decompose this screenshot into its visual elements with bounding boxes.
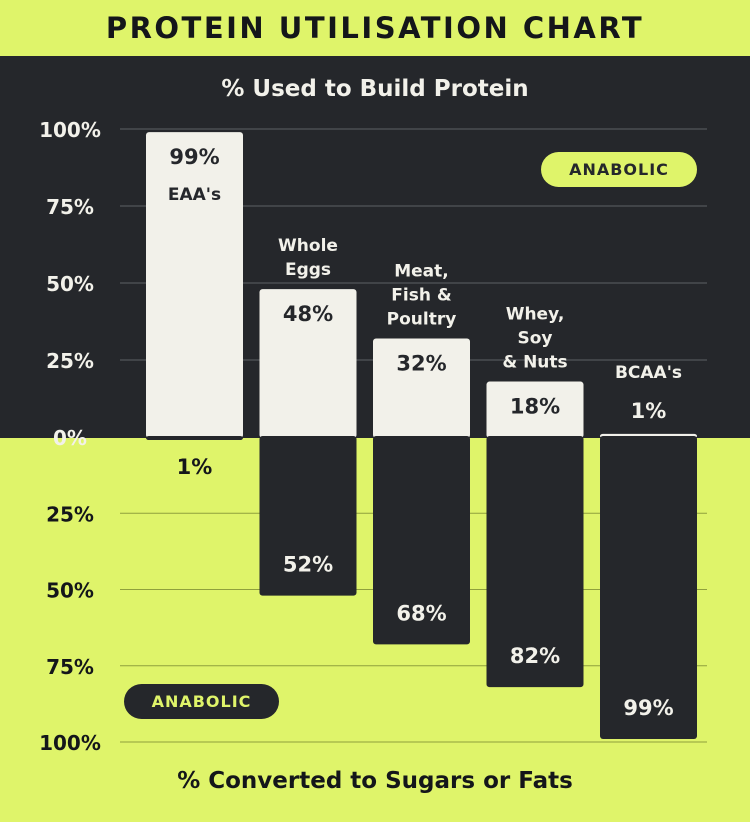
y-tick-label-lower: 50%	[46, 579, 94, 603]
y-tick-label-upper: 50%	[46, 272, 94, 296]
value-label-lower: 68%	[396, 601, 446, 625]
bar-converted	[600, 436, 697, 739]
value-label-upper: 99%	[169, 145, 219, 169]
category-label: & Nuts	[502, 353, 567, 373]
value-label-lower: 52%	[283, 553, 333, 577]
anabolic-badge-top: ANABOLIC	[541, 152, 697, 187]
bar-protein-build	[373, 338, 470, 438]
category-label: Meat,	[394, 261, 449, 281]
y-tick-label-lower: 100%	[39, 731, 101, 755]
value-label-upper: 48%	[283, 302, 333, 326]
category-label: Poultry	[387, 309, 457, 329]
category-label: BCAA's	[615, 363, 682, 383]
bar-converted	[373, 436, 470, 645]
category-label: Fish &	[391, 285, 452, 305]
value-label-upper: 32%	[396, 351, 446, 375]
y-tick-label-upper: 0%	[53, 426, 87, 450]
y-tick-label-lower: 25%	[46, 502, 94, 526]
anabolic-badge-bottom: ANABOLIC	[124, 684, 279, 719]
y-tick-label-upper: 25%	[46, 349, 94, 373]
category-label: Eggs	[285, 260, 331, 280]
category-label: Soy	[517, 329, 552, 349]
category-label: Whey,	[506, 305, 565, 325]
value-label-upper: 1%	[631, 399, 667, 423]
y-tick-label-upper: 75%	[46, 195, 94, 219]
chart-title: PROTEIN UTILISATION CHART	[105, 11, 645, 45]
bar-protein-build	[146, 132, 243, 438]
value-label-upper: 18%	[510, 395, 560, 419]
upper-axis-title: % Used to Build Protein	[221, 76, 529, 102]
value-label-lower: 82%	[510, 644, 560, 668]
bar-protein-build	[259, 289, 357, 438]
category-label: EAA's	[168, 185, 221, 205]
y-tick-label-upper: 100%	[39, 118, 101, 142]
bar-converted	[259, 436, 357, 596]
bar-converted	[486, 436, 584, 688]
category-label: Whole	[278, 236, 338, 256]
value-label-lower: 99%	[623, 696, 673, 720]
bar-converted	[146, 436, 243, 441]
bar-protein-build	[486, 381, 584, 438]
lower-axis-title: % Converted to Sugars or Fats	[177, 768, 573, 794]
y-tick-label-lower: 75%	[46, 655, 94, 679]
value-label-lower: 1%	[177, 455, 213, 479]
